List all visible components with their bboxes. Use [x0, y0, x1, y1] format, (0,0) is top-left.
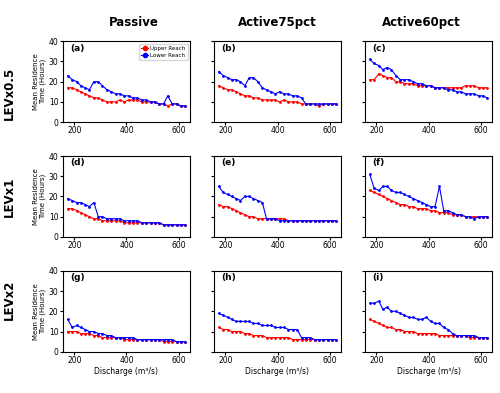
- X-axis label: Discharge (m³/s): Discharge (m³/s): [396, 367, 460, 376]
- Legend: Upper Reach, Lower Reach: Upper Reach, Lower Reach: [139, 44, 188, 60]
- Text: (i): (i): [372, 273, 384, 282]
- Text: (g): (g): [70, 273, 85, 282]
- Text: Active60pct: Active60pct: [382, 17, 460, 29]
- X-axis label: Discharge (m³/s): Discharge (m³/s): [94, 367, 158, 376]
- X-axis label: Discharge (m³/s): Discharge (m³/s): [246, 367, 310, 376]
- Text: LEVx2: LEVx2: [2, 280, 16, 320]
- Text: (e): (e): [221, 158, 236, 167]
- Text: LEVx0.5: LEVx0.5: [2, 66, 16, 119]
- Text: Active75pct: Active75pct: [238, 17, 317, 29]
- Text: (f): (f): [372, 158, 384, 167]
- Text: (d): (d): [70, 158, 85, 167]
- Text: (c): (c): [372, 44, 386, 53]
- Text: LEVx1: LEVx1: [2, 176, 16, 217]
- Text: (b): (b): [221, 44, 236, 53]
- Y-axis label: Mean Residence
Time (Hours): Mean Residence Time (Hours): [32, 283, 46, 340]
- Y-axis label: Mean Residence
Time (Hours): Mean Residence Time (Hours): [32, 53, 46, 110]
- Y-axis label: Mean Residence
Time (Hours): Mean Residence Time (Hours): [32, 168, 46, 225]
- Text: Passive: Passive: [109, 17, 159, 29]
- Text: (h): (h): [221, 273, 236, 282]
- Text: (a): (a): [70, 44, 84, 53]
